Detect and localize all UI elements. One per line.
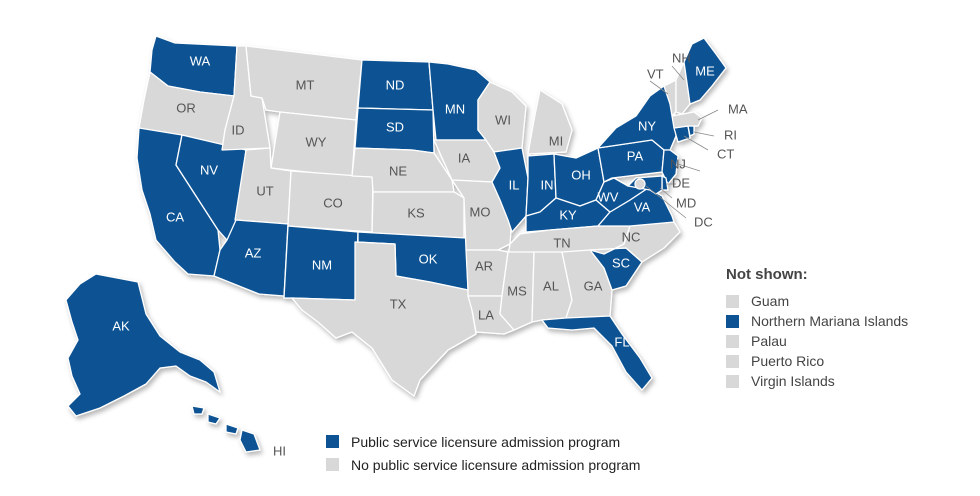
state-label-nj: NJ	[670, 156, 686, 171]
state-ma	[671, 111, 703, 129]
leader-line-ct	[683, 135, 709, 151]
state-label-wa: WA	[190, 53, 211, 68]
state-ak	[65, 273, 221, 417]
state-label-nc: NC	[622, 229, 641, 244]
state-label-nm: NM	[312, 257, 332, 272]
state-tx	[291, 241, 477, 397]
state-ks	[371, 191, 465, 239]
not-shown-label: Northern Mariana Islands	[751, 313, 909, 329]
state-label-mt: MT	[296, 77, 315, 92]
state-label-ct: CT	[717, 146, 734, 161]
not-shown-swatch	[726, 294, 739, 308]
legend-swatch-program	[326, 435, 339, 448]
state-me	[683, 37, 727, 105]
state-label-ny: NY	[638, 118, 656, 133]
not-shown-title: Not shown:	[726, 266, 808, 283]
state-vt	[663, 79, 677, 117]
state-hi	[191, 405, 261, 453]
state-label-ma: MA	[728, 101, 748, 116]
state-label-ms: MS	[507, 283, 527, 298]
state-label-az: AZ	[245, 245, 262, 260]
leader-line-vt	[649, 80, 669, 95]
state-label-ok: OK	[419, 251, 438, 266]
not-shown-label: Virgin Islands	[751, 373, 835, 389]
state-label-nv: NV	[200, 162, 218, 177]
leader-line-ma	[697, 109, 719, 121]
legend-item-no-program: No public service licensure admission pr…	[326, 453, 640, 476]
state-label-mo: MO	[470, 204, 491, 219]
state-il	[491, 147, 529, 233]
legend-label-program: Public service licensure admission progr…	[351, 433, 621, 450]
state-label-ga: GA	[584, 278, 603, 293]
not-shown-item: Northern Mariana Islands	[726, 311, 908, 331]
state-label-pa: PA	[627, 148, 644, 163]
state-nj	[661, 149, 679, 185]
leader-line-nh	[671, 65, 685, 81]
state-label-ri: RI	[724, 127, 737, 142]
state-label-ut: UT	[256, 183, 273, 198]
state-label-tn: TN	[553, 235, 570, 250]
state-label-hi: HI	[273, 443, 286, 458]
not-shown-label: Puerto Rico	[751, 353, 825, 369]
legend-label-no-program: No public service licensure admission pr…	[351, 456, 641, 473]
state-label-or: OR	[176, 100, 196, 115]
state-label-wv: WV	[598, 189, 619, 204]
leader-line-dc	[645, 185, 687, 219]
state-label-ne: NE	[389, 163, 407, 178]
leader-line-md	[659, 187, 673, 199]
state-label-co: CO	[323, 195, 343, 210]
state-label-mn: MN	[445, 101, 465, 116]
state-label-de: DE	[672, 175, 690, 190]
state-label-oh: OH	[571, 167, 591, 182]
state-label-il: IL	[509, 177, 520, 192]
state-label-me: ME	[695, 63, 715, 78]
not-shown-label: Palau	[751, 333, 787, 349]
leader-line-nj	[677, 163, 701, 172]
state-label-id: ID	[232, 122, 245, 137]
state-label-tx: TX	[390, 296, 407, 311]
state-label-vt: VT	[647, 66, 664, 81]
not-shown-swatch	[726, 374, 739, 388]
legend-item-program: Public service licensure admission progr…	[326, 430, 640, 453]
legend-swatch-no-program	[326, 458, 339, 471]
state-label-fl: FL	[614, 334, 629, 349]
state-label-sd: SD	[386, 119, 404, 134]
state-label-in: IN	[541, 177, 554, 192]
state-label-ak: AK	[112, 318, 130, 333]
state-label-al: AL	[543, 278, 559, 293]
state-ct	[673, 125, 691, 143]
state-fl	[541, 315, 653, 391]
not-shown-panel: Not shown: Guam Northern Mariana Islands P…	[726, 266, 908, 391]
not-shown-item: Virgin Islands	[726, 371, 908, 391]
not-shown-swatch	[726, 334, 739, 348]
state-mi	[527, 89, 573, 155]
not-shown-swatch	[726, 354, 739, 368]
state-label-la: LA	[478, 307, 494, 322]
state-label-wy: WY	[306, 134, 327, 149]
state-label-ky: KY	[559, 207, 577, 222]
not-shown-item: Guam	[726, 291, 908, 311]
leader-line-ri	[693, 131, 715, 137]
state-label-ks: KS	[407, 205, 425, 220]
not-shown-item: Palau	[726, 331, 908, 351]
state-dc	[634, 178, 646, 190]
state-label-nh: NH	[672, 50, 691, 65]
state-label-va: VA	[634, 199, 651, 214]
state-label-ar: AR	[475, 258, 493, 273]
state-label-ca: CA	[166, 209, 184, 224]
state-label-dc: DC	[694, 214, 713, 229]
not-shown-item: Puerto Rico	[726, 351, 908, 371]
state-label-mi: MI	[549, 133, 563, 148]
state-label-wi: WI	[495, 112, 511, 127]
state-nc	[589, 221, 681, 263]
state-label-sc: SC	[612, 255, 630, 270]
map-legend: Public service licensure admission progr…	[326, 430, 640, 476]
state-label-md: MD	[676, 195, 696, 210]
not-shown-swatch	[726, 314, 739, 328]
state-label-nd: ND	[386, 77, 405, 92]
not-shown-label: Guam	[751, 293, 790, 309]
state-label-ia: IA	[458, 150, 471, 165]
